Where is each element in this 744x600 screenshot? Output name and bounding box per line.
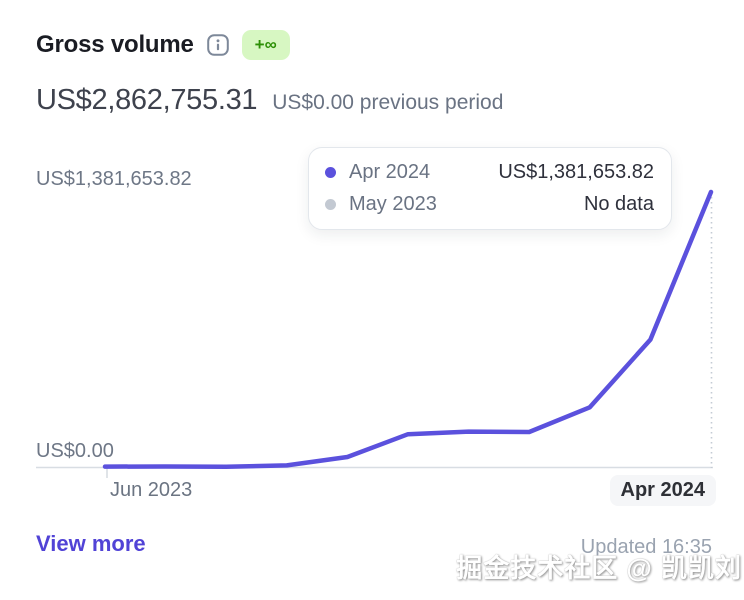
x-axis-first-label: Jun 2023 bbox=[110, 479, 193, 501]
tooltip-previous-value: No data bbox=[583, 193, 654, 215]
current-series-dot-icon bbox=[325, 167, 336, 178]
y-axis-max-label: US$1,381,653.82 bbox=[36, 168, 192, 190]
tooltip-previous-label: May 2023 bbox=[349, 193, 437, 215]
chart-tooltip: Apr 2024 US$1,381,653.82 May 2023 No dat… bbox=[308, 147, 672, 230]
tooltip-current-value: US$1,381,653.82 bbox=[498, 161, 654, 183]
x-axis-last-label: Apr 2024 bbox=[609, 475, 716, 506]
previous-series-dot-icon bbox=[325, 199, 336, 210]
tooltip-row-previous: May 2023 No data bbox=[325, 193, 654, 216]
growth-badge: +∞ bbox=[241, 30, 290, 60]
tooltip-row-current: Apr 2024 US$1,381,653.82 bbox=[325, 161, 654, 184]
gross-volume-line-series[interactable] bbox=[102, 189, 714, 469]
card-header: Gross volume +∞ bbox=[36, 30, 290, 60]
info-icon[interactable] bbox=[206, 34, 229, 56]
y-axis-zero-label: US$0.00 bbox=[36, 440, 114, 462]
page-title: Gross volume bbox=[36, 31, 194, 58]
tooltip-current-label: Apr 2024 bbox=[349, 161, 431, 183]
metric-row: US$2,862,755.31 US$0.00 previous period bbox=[36, 84, 503, 117]
watermark-text: 掘金技术社区 @ 凯凯刘 bbox=[456, 553, 742, 583]
previous-period-value: US$0.00 previous period bbox=[272, 91, 504, 114]
view-more-link[interactable]: View more bbox=[36, 531, 146, 556]
updated-timestamp: Updated 16:35 bbox=[580, 536, 712, 558]
gross-volume-value: US$2,862,755.31 bbox=[36, 84, 258, 116]
